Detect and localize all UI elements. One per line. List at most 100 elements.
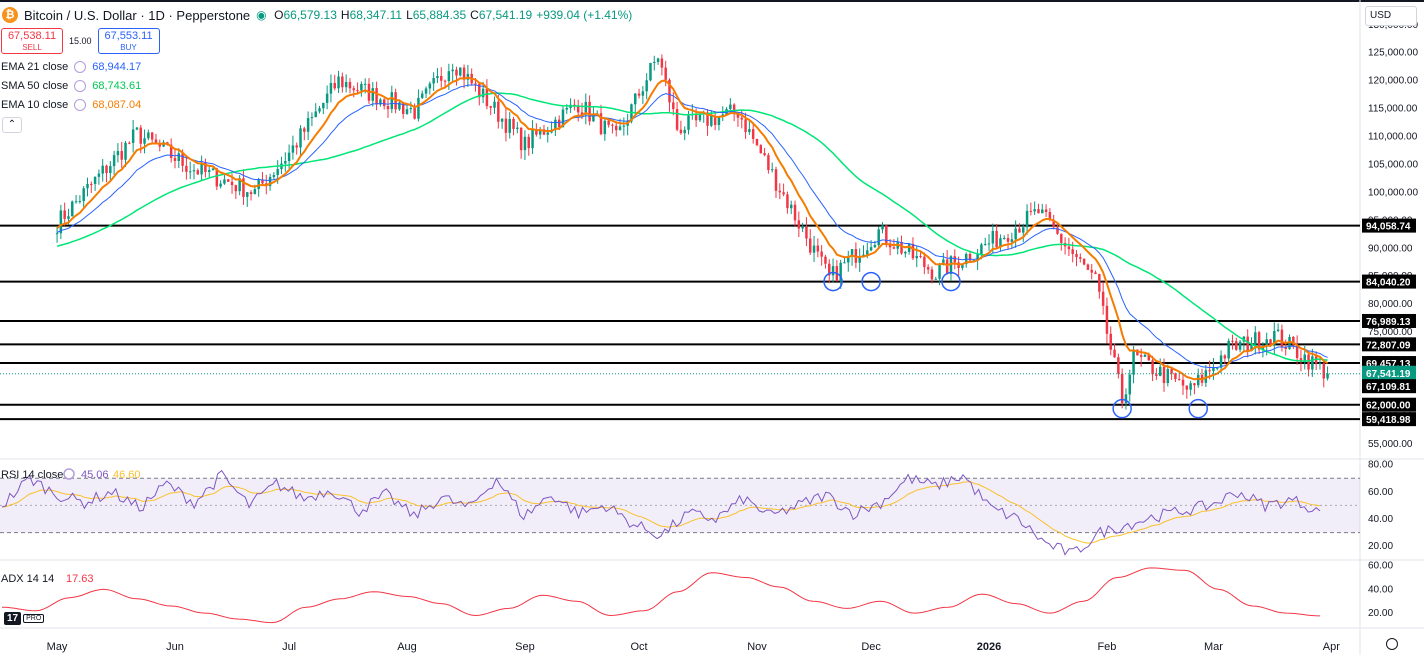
candle bbox=[474, 83, 477, 85]
candle bbox=[424, 88, 428, 94]
candle bbox=[1166, 368, 1170, 384]
candle bbox=[885, 225, 888, 244]
candle bbox=[618, 126, 622, 131]
candle bbox=[614, 125, 618, 131]
candle bbox=[192, 170, 196, 172]
settings-icon bbox=[63, 468, 75, 480]
support-touch-circle bbox=[1112, 398, 1132, 419]
candle bbox=[1280, 329, 1284, 348]
candle bbox=[1238, 341, 1242, 350]
legend-ema21[interactable]: EMA 21 close 68,944.17 bbox=[1, 61, 142, 73]
candle bbox=[398, 102, 401, 110]
legend-ema10[interactable]: EMA 10 close 68,087.04 bbox=[1, 99, 142, 111]
candle bbox=[181, 153, 184, 166]
candle bbox=[139, 127, 142, 144]
candle bbox=[1033, 209, 1036, 212]
candle bbox=[120, 151, 123, 160]
buy-button[interactable]: 67,553.11 BUY bbox=[97, 28, 160, 54]
candle bbox=[915, 255, 918, 259]
candle bbox=[128, 142, 131, 144]
candle bbox=[1105, 305, 1109, 334]
candle bbox=[546, 132, 550, 135]
candle bbox=[310, 117, 314, 119]
rsi-ma-value: 46.60 bbox=[113, 469, 141, 481]
candle bbox=[306, 118, 310, 132]
rsi-title: RSI 14 close bbox=[1, 469, 63, 481]
sell-button[interactable]: 67,538.11 SELL bbox=[1, 28, 63, 54]
candle bbox=[1181, 379, 1185, 386]
candle bbox=[748, 129, 751, 133]
legend-sma50[interactable]: SMA 50 close 68,743.61 bbox=[1, 80, 142, 92]
collapse-legend-button[interactable]: ⌃ bbox=[2, 117, 22, 133]
candle bbox=[78, 201, 82, 203]
candle bbox=[249, 192, 253, 195]
candle bbox=[200, 162, 203, 175]
candle bbox=[1132, 349, 1135, 375]
candle bbox=[1052, 219, 1055, 228]
candle bbox=[131, 129, 135, 143]
candle bbox=[926, 267, 930, 270]
candle bbox=[318, 108, 321, 112]
candle bbox=[858, 257, 861, 263]
candle bbox=[90, 183, 93, 185]
candle bbox=[1170, 368, 1173, 374]
candle bbox=[603, 120, 607, 135]
candle bbox=[459, 67, 462, 76]
candle bbox=[1094, 272, 1097, 275]
candle bbox=[63, 210, 66, 219]
candle bbox=[1060, 233, 1063, 243]
candle bbox=[432, 78, 435, 84]
candle bbox=[147, 132, 150, 139]
candle bbox=[607, 120, 610, 125]
adx-tick-label: 40.00 bbox=[1368, 584, 1393, 595]
price-tick-label: 120,000.00 bbox=[1368, 76, 1418, 87]
candle bbox=[1025, 210, 1029, 228]
candle bbox=[1071, 249, 1074, 254]
candle bbox=[866, 250, 869, 255]
price-tick-label: 110,000.00 bbox=[1368, 132, 1418, 143]
price-tick-label: 125,000.00 bbox=[1368, 48, 1418, 59]
candle bbox=[1086, 264, 1090, 270]
candle bbox=[1208, 370, 1211, 372]
candle bbox=[276, 169, 279, 176]
eye-icon[interactable]: ◉ bbox=[256, 8, 267, 22]
tradingview-logo: 17 PRO bbox=[4, 610, 56, 626]
candle bbox=[592, 113, 595, 122]
candle bbox=[1246, 336, 1249, 351]
candle bbox=[519, 127, 523, 151]
candle bbox=[873, 245, 877, 248]
candle bbox=[124, 142, 127, 160]
candle bbox=[341, 76, 344, 88]
candle bbox=[672, 102, 675, 110]
candle bbox=[983, 244, 987, 246]
candle bbox=[1227, 340, 1230, 359]
adx-line bbox=[1, 567, 1321, 624]
currency-select[interactable]: USD bbox=[1365, 6, 1417, 26]
candle bbox=[1101, 291, 1105, 306]
time-axis-label: Jun bbox=[166, 641, 184, 653]
candle bbox=[1307, 354, 1310, 370]
candle bbox=[413, 107, 416, 119]
candle bbox=[774, 169, 778, 191]
candle bbox=[1037, 209, 1040, 214]
candle bbox=[1273, 330, 1276, 346]
candle bbox=[782, 192, 785, 195]
candle bbox=[1204, 370, 1208, 383]
candle bbox=[428, 83, 432, 89]
adx-tick-label: 60.00 bbox=[1368, 561, 1393, 572]
candle bbox=[694, 114, 698, 121]
adx-tick-label: 20.00 bbox=[1368, 608, 1393, 619]
candle bbox=[634, 93, 637, 105]
candle bbox=[230, 181, 234, 186]
candle bbox=[557, 119, 561, 127]
candle bbox=[314, 111, 317, 118]
candle bbox=[215, 168, 219, 187]
settings-icon[interactable] bbox=[1386, 638, 1398, 650]
candle bbox=[847, 256, 850, 263]
symbol-title[interactable]: Bitcoin / U.S. Dollar · 1D · Pepperstone bbox=[24, 7, 251, 23]
candle bbox=[1151, 360, 1154, 375]
candle bbox=[1128, 374, 1132, 395]
candle bbox=[55, 233, 59, 235]
candle bbox=[1082, 258, 1086, 265]
